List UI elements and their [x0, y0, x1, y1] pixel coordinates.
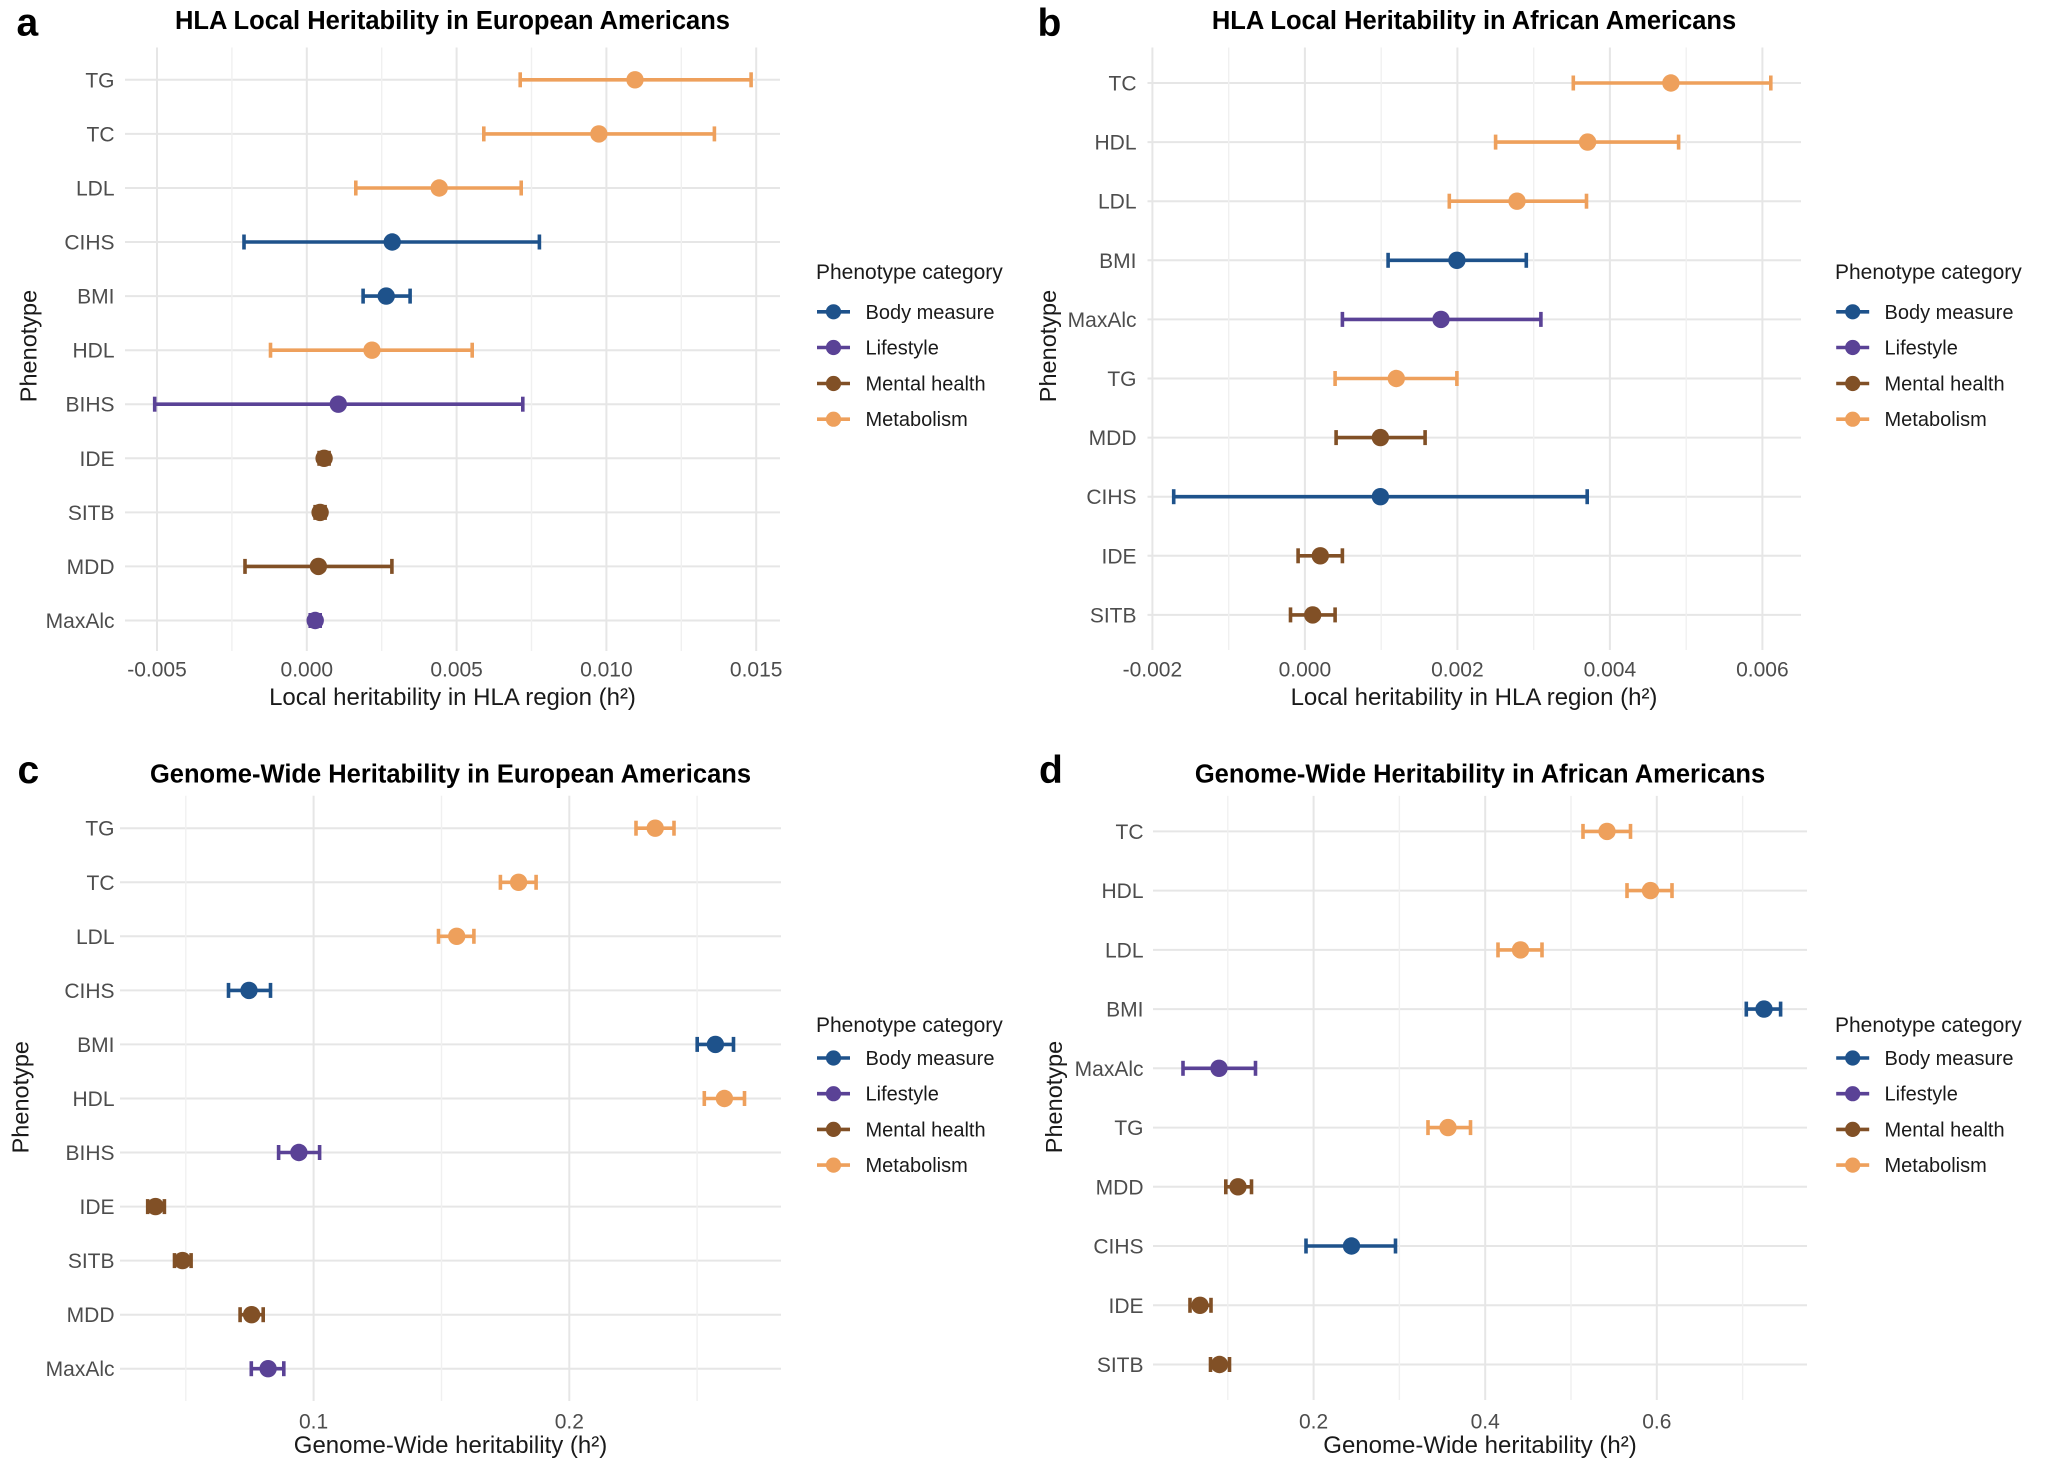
svg-text:HDL: HDL [1094, 132, 1136, 155]
svg-text:HLA Local Heritability in Afri: HLA Local Heritability in African Americ… [1212, 7, 1736, 35]
svg-text:0.1: 0.1 [299, 1411, 328, 1434]
svg-text:CIHS: CIHS [64, 232, 114, 255]
svg-text:BIHS: BIHS [65, 1142, 114, 1165]
svg-text:BMI: BMI [1106, 999, 1143, 1022]
svg-text:Lifestyle: Lifestyle [1885, 338, 1958, 360]
svg-text:Metabolism: Metabolism [866, 1155, 968, 1177]
svg-text:Body measure: Body measure [866, 302, 995, 324]
svg-text:0.2: 0.2 [555, 1411, 584, 1434]
svg-text:Genome-Wide heritability (h²): Genome-Wide heritability (h²) [1323, 1432, 1636, 1459]
svg-text:Phenotype category: Phenotype category [1835, 261, 2022, 284]
svg-text:HDL: HDL [72, 1088, 114, 1111]
svg-text:TC: TC [1116, 821, 1144, 844]
svg-text:Phenotype: Phenotype [7, 1041, 33, 1153]
svg-text:BMI: BMI [77, 286, 114, 309]
svg-text:LDL: LDL [1105, 939, 1144, 962]
svg-text:MDD: MDD [67, 1304, 115, 1327]
svg-text:TC: TC [87, 872, 115, 895]
svg-text:MaxAlc: MaxAlc [46, 610, 115, 633]
svg-text:Body measure: Body measure [1885, 1048, 2014, 1070]
svg-text:IDE: IDE [1108, 1295, 1143, 1318]
svg-text:0.004: 0.004 [1584, 658, 1637, 681]
svg-text:MaxAlc: MaxAlc [1068, 309, 1137, 332]
svg-text:Local heritability in HLA regi: Local heritability in HLA region (h²) [1291, 684, 1658, 711]
svg-text:c: c [18, 749, 40, 792]
svg-text:-0.002: -0.002 [1123, 658, 1183, 681]
svg-text:a: a [17, 2, 39, 45]
svg-text:MaxAlc: MaxAlc [46, 1358, 115, 1381]
svg-text:Mental health: Mental health [1885, 1119, 2005, 1141]
svg-text:Body measure: Body measure [866, 1048, 995, 1070]
svg-text:MDD: MDD [1089, 427, 1137, 450]
svg-text:0.006: 0.006 [1736, 658, 1789, 681]
svg-text:SITB: SITB [68, 1250, 115, 1273]
svg-text:TG: TG [1114, 1117, 1143, 1140]
svg-text:Genome-Wide Heritability in Eu: Genome-Wide Heritability in European Ame… [150, 761, 751, 789]
svg-text:0.4: 0.4 [1471, 1411, 1501, 1434]
svg-text:Mental health: Mental health [1885, 374, 2005, 396]
svg-text:0.000: 0.000 [1279, 658, 1332, 681]
svg-text:Lifestyle: Lifestyle [866, 1084, 939, 1106]
svg-text:TC: TC [1109, 73, 1137, 96]
svg-text:0.6: 0.6 [1642, 1411, 1671, 1434]
svg-text:BMI: BMI [77, 1034, 114, 1057]
svg-text:BIHS: BIHS [65, 394, 114, 417]
svg-text:Genome-Wide Heritability in Af: Genome-Wide Heritability in African Amer… [1195, 761, 1765, 789]
svg-text:0.015: 0.015 [730, 658, 783, 681]
svg-text:0.000: 0.000 [281, 658, 334, 681]
svg-text:SITB: SITB [68, 502, 115, 525]
svg-text:BMI: BMI [1099, 250, 1136, 273]
svg-text:CIHS: CIHS [64, 980, 114, 1003]
svg-text:SITB: SITB [1090, 604, 1137, 627]
svg-text:HLA Local Heritability in Euro: HLA Local Heritability in European Ameri… [175, 7, 730, 35]
svg-text:Metabolism: Metabolism [1885, 409, 1987, 431]
svg-text:TC: TC [87, 123, 115, 146]
svg-text:d: d [1039, 749, 1063, 792]
svg-text:0.010: 0.010 [580, 658, 633, 681]
svg-text:TG: TG [1107, 368, 1136, 391]
svg-text:MaxAlc: MaxAlc [1075, 1058, 1144, 1081]
svg-text:LDL: LDL [76, 926, 115, 949]
svg-text:Mental health: Mental health [866, 1119, 986, 1141]
svg-text:HDL: HDL [1101, 880, 1143, 903]
svg-text:Phenotype: Phenotype [16, 290, 42, 402]
svg-text:Phenotype category: Phenotype category [1835, 1014, 2022, 1037]
svg-text:CIHS: CIHS [1093, 1236, 1143, 1259]
svg-text:Genome-Wide heritability (h²): Genome-Wide heritability (h²) [294, 1432, 607, 1459]
svg-text:Phenotype: Phenotype [1035, 290, 1061, 402]
svg-text:IDE: IDE [1101, 545, 1136, 568]
svg-text:IDE: IDE [79, 1196, 114, 1219]
svg-text:b: b [1038, 2, 1062, 45]
svg-text:TG: TG [85, 69, 114, 92]
svg-text:Metabolism: Metabolism [866, 409, 968, 431]
svg-text:Phenotype category: Phenotype category [816, 1014, 1003, 1037]
svg-text:CIHS: CIHS [1086, 486, 1136, 509]
svg-text:Lifestyle: Lifestyle [866, 338, 939, 360]
svg-text:0.005: 0.005 [430, 658, 483, 681]
svg-text:Phenotype: Phenotype [1041, 1041, 1067, 1153]
svg-text:SITB: SITB [1097, 1354, 1144, 1377]
svg-text:IDE: IDE [79, 448, 114, 471]
svg-text:-0.005: -0.005 [127, 658, 187, 681]
svg-text:MDD: MDD [67, 556, 115, 579]
svg-text:HDL: HDL [72, 340, 114, 363]
svg-text:LDL: LDL [1098, 191, 1137, 214]
svg-text:Mental health: Mental health [866, 374, 986, 396]
svg-text:Local heritability in HLA regi: Local heritability in HLA region (h²) [269, 684, 636, 711]
svg-text:LDL: LDL [76, 178, 115, 201]
svg-text:0.002: 0.002 [1431, 658, 1484, 681]
svg-text:MDD: MDD [1096, 1176, 1144, 1199]
svg-text:0.2: 0.2 [1299, 1411, 1328, 1434]
svg-text:TG: TG [85, 818, 114, 841]
svg-text:Lifestyle: Lifestyle [1885, 1084, 1958, 1106]
svg-text:Body measure: Body measure [1885, 302, 2014, 324]
svg-text:Metabolism: Metabolism [1885, 1155, 1987, 1177]
svg-text:Phenotype category: Phenotype category [816, 261, 1003, 284]
